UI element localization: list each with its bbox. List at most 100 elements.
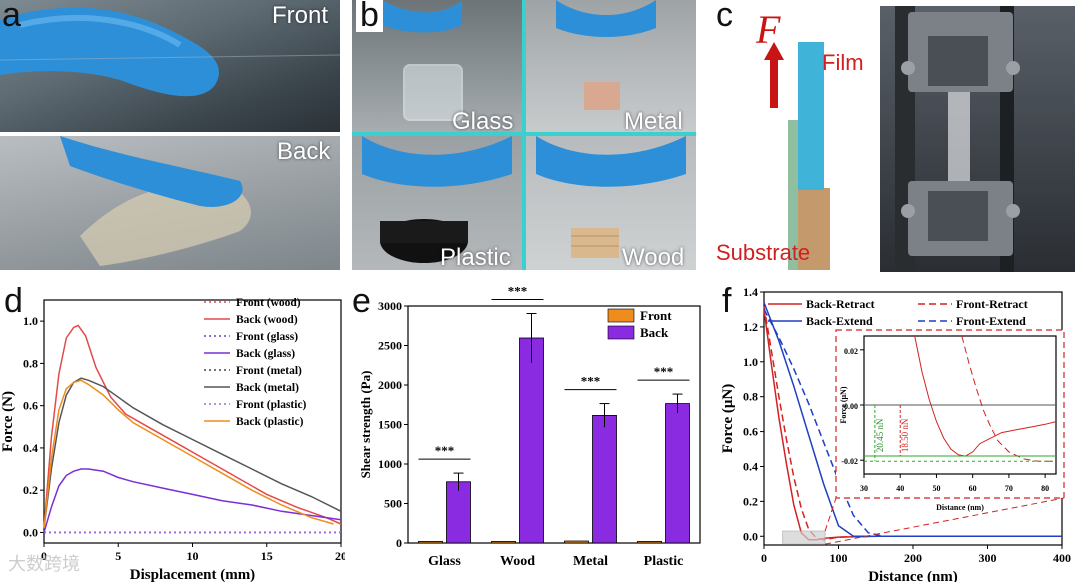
y-axis-label: Force (μN) xyxy=(839,386,848,423)
y-tick-label: 0.6 xyxy=(743,425,758,439)
y-tick-label: 500 xyxy=(384,497,402,511)
legend-label: Back (glass) xyxy=(236,348,295,360)
y-tick-label: 0.0 xyxy=(743,529,758,543)
x-axis-label: Distance (nm) xyxy=(868,569,958,582)
series-line xyxy=(43,377,342,529)
y-axis-label: Force (N) xyxy=(0,391,16,452)
caption-back: Back xyxy=(277,138,331,165)
substrate-label: Substrate xyxy=(716,240,811,265)
bar-front xyxy=(637,541,662,544)
y-tick-label: 0.8 xyxy=(23,356,38,370)
x-tick-label: Wood xyxy=(500,554,535,569)
caption-wood: Wood xyxy=(622,244,685,271)
x-tick-label: 15 xyxy=(261,549,273,563)
caption-front: Front xyxy=(272,2,329,29)
legend-label: Front (glass) xyxy=(236,331,298,343)
y-tick-label: 0.4 xyxy=(23,441,38,455)
legend-label: Back (metal) xyxy=(236,382,299,394)
x-tick-label: 10 xyxy=(187,549,199,563)
photo-b-metal xyxy=(526,0,696,132)
chart-f: 0 100 200 300 400 0.0 0.2 0.4 0.6 0.8 1.0 1.2 1.4 Dis… xyxy=(720,285,1071,582)
film-label: Film xyxy=(822,50,864,75)
legend-swatch xyxy=(607,325,635,340)
x-tick-label: 40 xyxy=(896,484,904,493)
legend-label: Back-Extend xyxy=(806,314,873,328)
y-tick-label: 0.2 xyxy=(23,483,38,497)
x-tick-label: 300 xyxy=(979,551,997,565)
y-tick-label: 0.00 xyxy=(844,402,858,411)
y-tick-label: 1.2 xyxy=(743,320,758,334)
x-tick-label: 0 xyxy=(761,551,767,565)
inset-connector xyxy=(824,497,1065,545)
significance-mark: *** xyxy=(581,374,601,389)
photo-b-wood xyxy=(526,136,696,270)
legend-label: Back xyxy=(640,325,669,340)
y-tick-label: 1.4 xyxy=(743,285,758,299)
x-tick-label: 5 xyxy=(115,549,121,563)
legend-swatch xyxy=(607,308,635,323)
series-line xyxy=(763,302,1062,538)
significance-mark: *** xyxy=(435,443,455,458)
y-tick-label: 1000 xyxy=(378,457,402,471)
bar-back xyxy=(592,415,617,544)
legend-label: Back (wood) xyxy=(236,314,298,326)
inset-annotation: 18.50 nN xyxy=(900,418,910,452)
bar-front xyxy=(418,541,443,544)
y-tick-label: 0 xyxy=(396,536,402,550)
significance-mark: *** xyxy=(654,364,674,379)
series-line xyxy=(43,468,342,533)
bar-back xyxy=(446,481,471,544)
x-tick-label: 60 xyxy=(969,484,977,493)
series-line xyxy=(763,309,1062,538)
x-tick-label: 30 xyxy=(860,484,868,493)
y-tick-label: 0.4 xyxy=(743,459,758,473)
x-tick-label: 100 xyxy=(830,551,848,565)
x-tick-label: 0 xyxy=(41,549,47,563)
legend-label: Front-Retract xyxy=(956,297,1028,311)
panel-c-schematic xyxy=(710,0,880,272)
inset-annotation: 20.45 nN xyxy=(875,418,885,452)
panel-label-f: f xyxy=(722,282,732,320)
y-tick-label: -0.02 xyxy=(841,457,858,466)
x-tick-label: Metal xyxy=(573,554,608,569)
panel-label-d: d xyxy=(4,282,23,320)
inset-border xyxy=(835,329,1065,499)
legend-label: Front xyxy=(640,308,672,323)
x-tick-label: 400 xyxy=(1053,551,1071,565)
chart-e: 0 500 1000 1500 2000 2500 3000 Shear strength (… xyxy=(358,284,701,569)
force-symbol: F xyxy=(756,7,781,52)
x-tick-label: 70 xyxy=(1005,484,1013,493)
y-tick-label: 0.6 xyxy=(23,399,38,413)
series-line xyxy=(43,379,334,529)
x-tick-label: 50 xyxy=(932,484,940,493)
legend-label: Front-Extend xyxy=(956,314,1026,328)
y-tick-label: 1500 xyxy=(378,418,402,432)
caption-plastic: Plastic xyxy=(440,244,511,271)
panel-label-b: b xyxy=(356,0,383,32)
y-tick-label: 0.8 xyxy=(743,390,758,404)
zoom-region xyxy=(782,530,826,545)
caption-glass: Glass xyxy=(452,108,514,135)
panel-label-a: a xyxy=(2,0,21,34)
y-tick-label: 1.0 xyxy=(23,314,38,328)
bar-back xyxy=(519,337,544,544)
x-tick-label: 200 xyxy=(904,551,922,565)
y-tick-label: 0.2 xyxy=(743,494,758,508)
x-tick-label: Glass xyxy=(428,554,461,569)
photo-a-front xyxy=(0,0,340,132)
legend-label: Front (metal) xyxy=(236,365,302,377)
y-tick-label: 0.0 xyxy=(23,525,38,539)
y-tick-label: 2500 xyxy=(378,339,402,353)
significance-mark: *** xyxy=(508,284,528,299)
photo-b-grid xyxy=(352,0,696,270)
photo-c-tester xyxy=(880,6,1075,272)
photo-a-back xyxy=(0,136,340,270)
caption-metal: Metal xyxy=(624,108,683,135)
y-tick-label: 3000 xyxy=(378,299,402,313)
x-axis-label: Distance (nm) xyxy=(936,503,984,512)
bar-back xyxy=(665,403,690,544)
series-line xyxy=(43,324,342,529)
y-tick-label: 1.0 xyxy=(743,355,758,369)
y-tick-label: 0.02 xyxy=(844,347,858,356)
legend-label: Front (wood) xyxy=(236,297,301,309)
